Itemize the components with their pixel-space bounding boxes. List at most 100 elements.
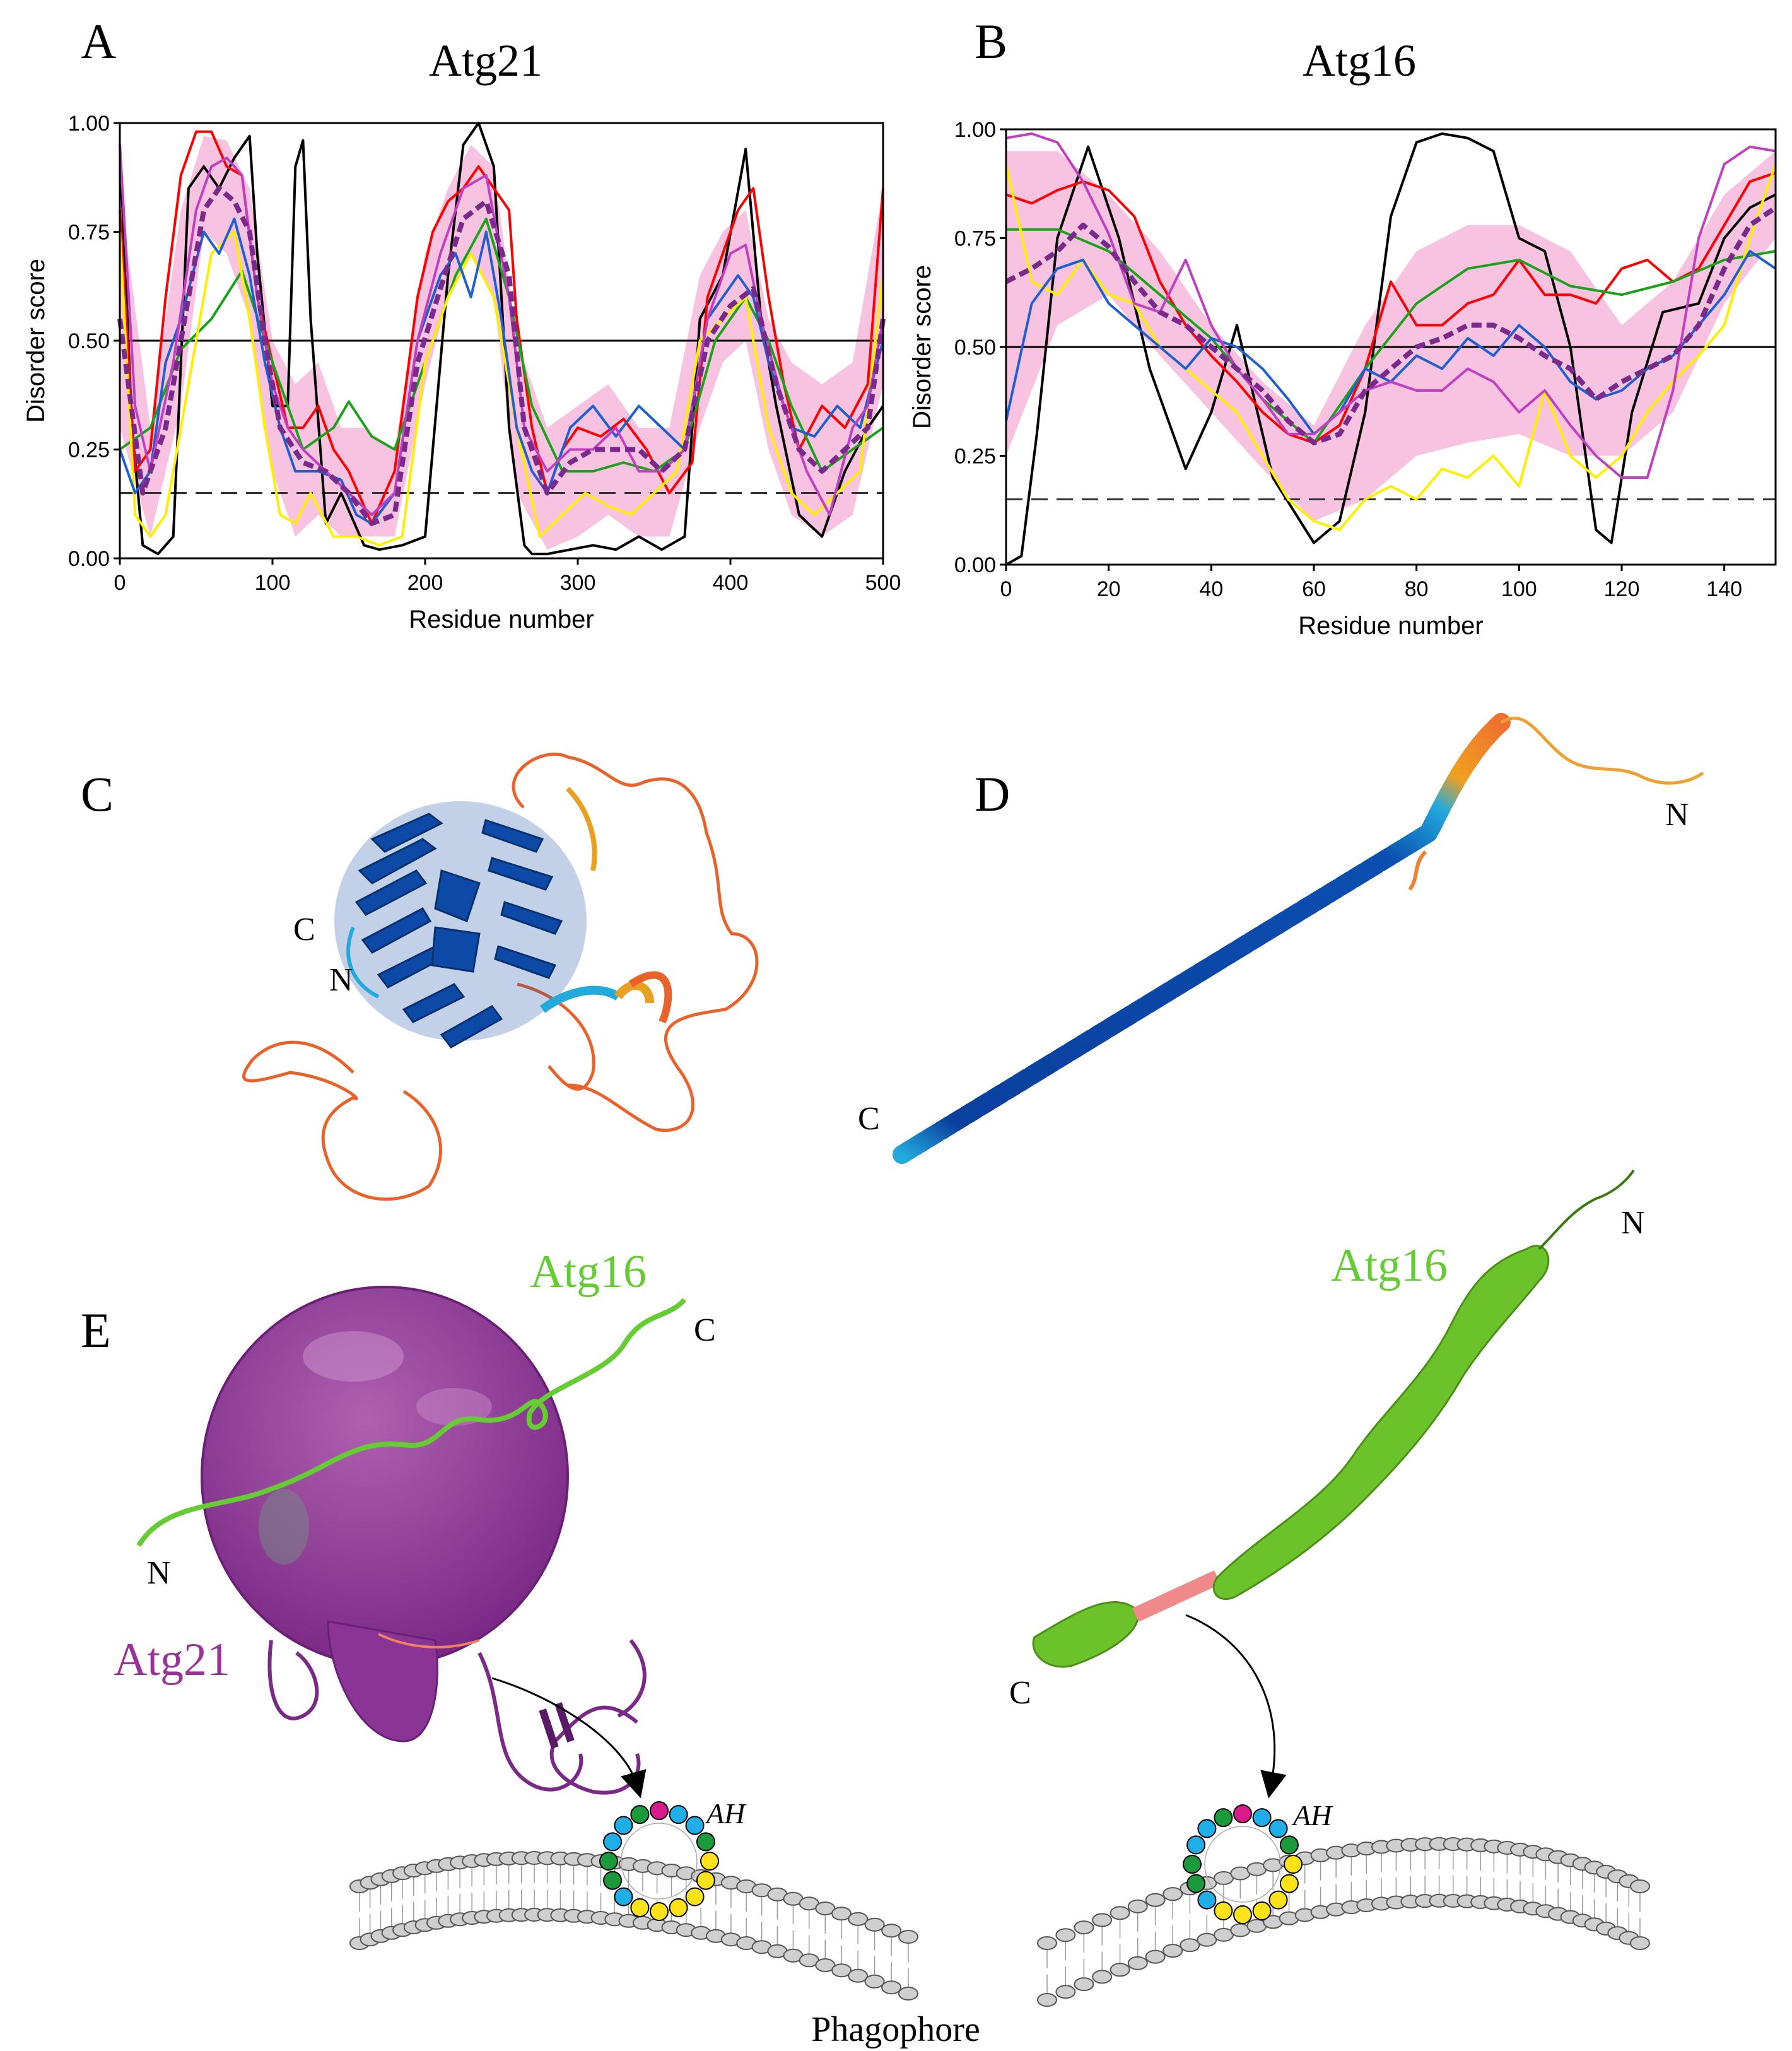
series-mean — [117, 185, 886, 526]
panel-d-letter: D — [975, 767, 1010, 821]
wheel-residue — [696, 1871, 715, 1890]
x-tick-label: 80 — [1405, 577, 1429, 601]
lipid-head — [815, 1901, 836, 1915]
wheel-residue — [685, 1816, 705, 1835]
wheel-residue — [1233, 1804, 1252, 1823]
wheel-residue — [630, 1898, 650, 1917]
y-tick-label: 0.00 — [954, 553, 996, 577]
lipid-head — [1630, 1936, 1650, 1950]
lipid-head — [1127, 1956, 1148, 1970]
series-mean — [1005, 205, 1777, 445]
lipid-head — [1630, 1879, 1650, 1893]
wheel-residue — [1186, 1835, 1206, 1855]
y-tick-label: 1.00 — [68, 112, 110, 136]
lipid-head — [864, 1917, 885, 1932]
wheel-inner-ring — [621, 1823, 698, 1900]
c-coil-cyan — [346, 926, 380, 999]
e-right-c-label: C — [1009, 1675, 1031, 1711]
wheel-residue — [700, 1852, 719, 1871]
c-coil-yellow — [566, 787, 597, 871]
lipid-head — [881, 1980, 902, 1995]
c-beta-sheets — [354, 813, 563, 1049]
x-tick-label: 400 — [713, 571, 749, 595]
panel-e-letter: E — [81, 1303, 111, 1358]
d-coiled-coil — [893, 713, 1511, 1164]
lipid-head — [1092, 1970, 1113, 1984]
wheel-residue — [599, 1852, 618, 1871]
e-ah-wheel-left — [599, 1801, 719, 1921]
series-blue — [119, 217, 884, 525]
e-atg21-label: Atg21 — [114, 1634, 230, 1686]
lipid-head — [848, 1968, 869, 1983]
panel-c: C — [81, 753, 759, 1201]
y-axis-label: Disorder score — [22, 259, 50, 423]
x-tick-label: 20 — [1097, 577, 1121, 601]
lipid-head — [831, 1907, 852, 1921]
x-axis-label: Residue number — [1298, 612, 1484, 640]
panel-b-letter: B — [975, 14, 1007, 69]
lipid-head — [1055, 1928, 1076, 1942]
c-loop-lower-left — [242, 1040, 443, 1201]
lipid-head — [1092, 1913, 1113, 1927]
panel-d: D N C — [858, 713, 1704, 1164]
lipid-head — [1162, 1944, 1183, 1958]
c-helix-yellow — [614, 980, 654, 1004]
lipid-head — [1037, 1993, 1057, 2007]
d-n-terminus-label: N — [1665, 797, 1689, 833]
series-black — [1005, 132, 1776, 566]
lipid-head — [1145, 1949, 1166, 1964]
y-tick-label: 0.50 — [68, 329, 110, 353]
chart-b-title: Atg16 — [1303, 35, 1416, 86]
y-tick-label: 0.50 — [954, 336, 996, 360]
lipid-head — [1110, 1963, 1130, 1977]
lipid-head — [1197, 1932, 1217, 1947]
series-green — [1006, 228, 1776, 444]
wheel-residue — [630, 1805, 650, 1825]
x-tick-label: 0 — [1000, 577, 1012, 601]
lipid-head — [1127, 1899, 1148, 1913]
lipid-head — [1145, 1893, 1166, 1907]
e-atg16-peptide — [136, 1298, 687, 1548]
phagophore-caption: Phagophore — [811, 2010, 980, 2049]
e-atg16-label-right: Atg16 — [1331, 1240, 1448, 1291]
e-left-n-label: N — [147, 1555, 171, 1591]
x-tick-label: 200 — [407, 571, 443, 595]
e-atg16-label-left: Atg16 — [530, 1246, 647, 1298]
wheel-residue — [603, 1871, 623, 1890]
lipid-head — [1074, 1920, 1094, 1935]
wheel-residue — [1279, 1874, 1299, 1893]
panel-a: A Atg21 0.00 0.25 0.50 0.75 1.00 0 100 200 300 40… — [22, 14, 901, 633]
y-tick-label: 0.75 — [68, 221, 110, 245]
series-magenta — [1005, 132, 1776, 479]
wheel-residue — [696, 1832, 715, 1852]
wheel-residue — [650, 1801, 669, 1820]
wheel-residue — [669, 1898, 688, 1917]
atg16-surface — [1032, 1169, 1635, 1668]
wheel-residue — [1233, 1905, 1252, 1924]
d-linker — [1408, 850, 1427, 891]
y-tick-label: 1.00 — [954, 118, 996, 142]
lipid-head — [1180, 1938, 1200, 1953]
x-tick-label: 140 — [1706, 577, 1742, 601]
c-n-terminus-label: N — [329, 962, 353, 998]
lipid-head — [864, 1974, 885, 1989]
x-tick-label: 300 — [560, 571, 596, 595]
wheel-residue — [1186, 1874, 1206, 1893]
phagophore-membrane — [349, 1836, 1650, 2007]
c-c-terminus-label: C — [293, 912, 315, 948]
wheel-residue — [1214, 1901, 1233, 1920]
lipid-head — [831, 1963, 852, 1978]
wheel-inner-ring — [1204, 1826, 1281, 1903]
x-tick-label: 500 — [865, 571, 901, 595]
y-tick-label: 0.00 — [68, 547, 110, 571]
panel-b: B Atg16 0.00 0.25 0.50 0.75 1.00 0 20 40 60 80 100… — [908, 14, 1777, 640]
chart-a-title: Atg21 — [429, 35, 542, 86]
e-right-n-label: N — [1621, 1205, 1645, 1241]
atg16-helix-cartoon — [893, 713, 1704, 1164]
wheel-residue — [614, 1887, 633, 1907]
x-tick-label: 100 — [255, 571, 291, 595]
d-n-terminal-coil — [1500, 716, 1704, 785]
wheel-residue — [669, 1805, 688, 1825]
lipid-head — [815, 1958, 836, 1972]
wheel-residue — [685, 1887, 705, 1907]
